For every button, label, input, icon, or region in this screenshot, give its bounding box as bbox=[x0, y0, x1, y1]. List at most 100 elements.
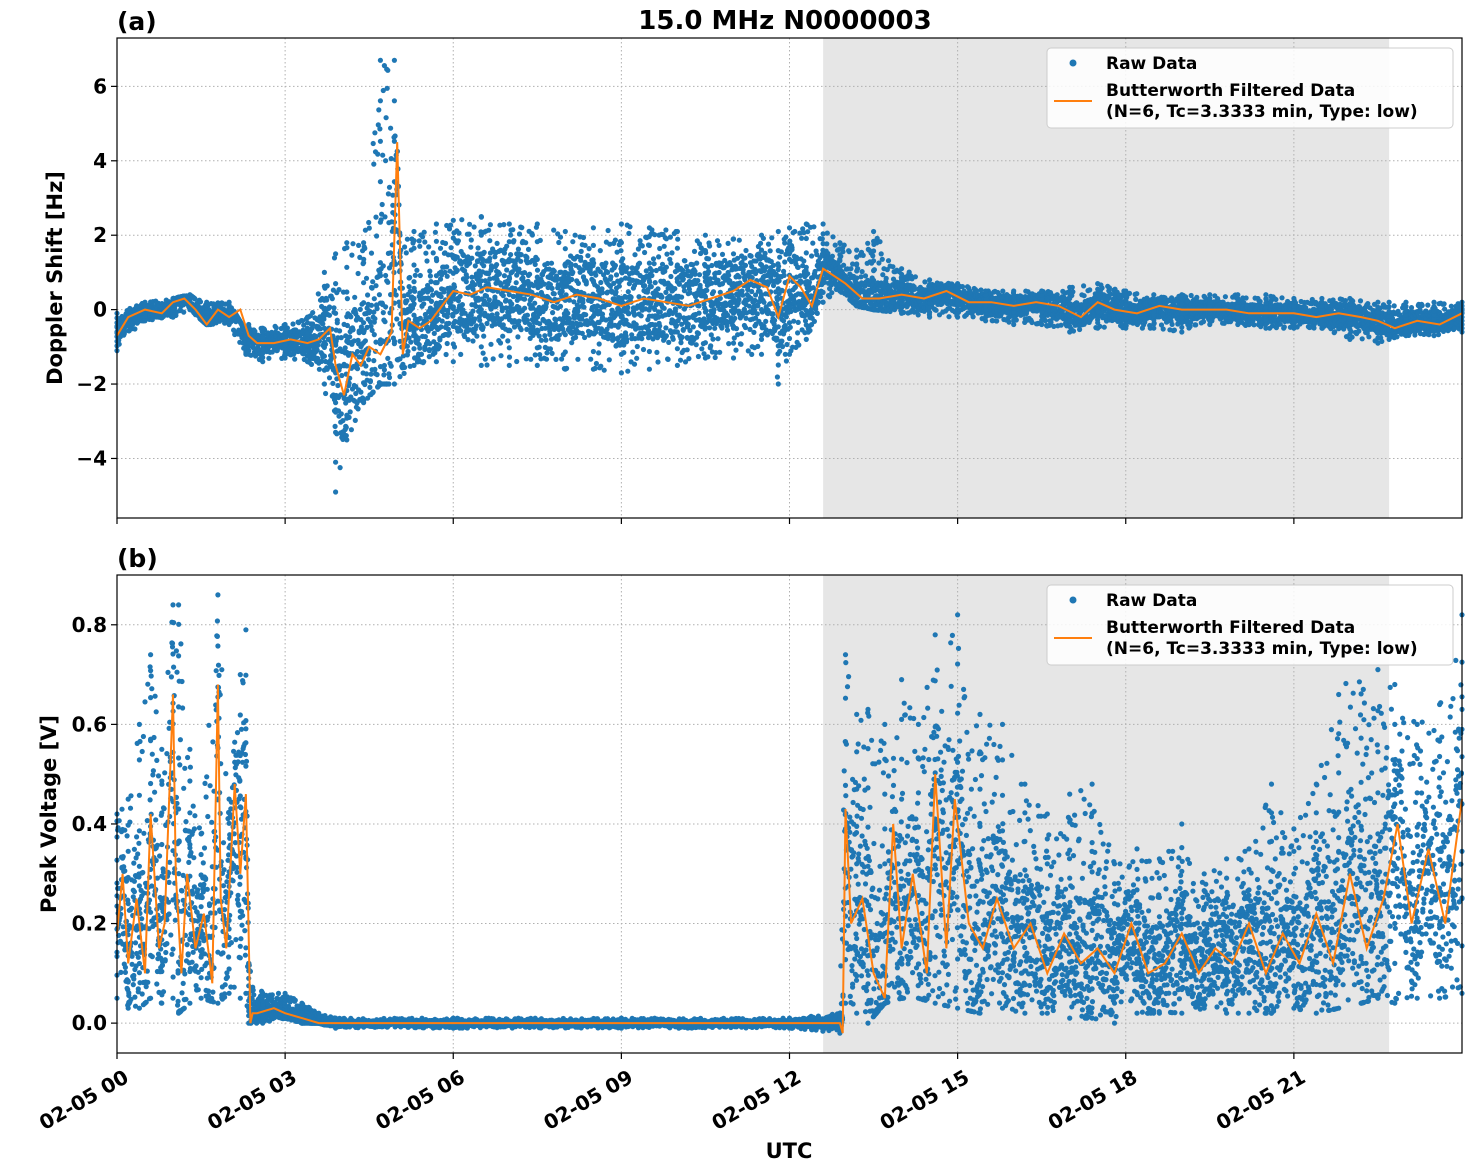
raw-data-point bbox=[394, 316, 400, 322]
raw-data-point bbox=[870, 253, 876, 259]
raw-data-point bbox=[596, 350, 602, 356]
raw-data-point bbox=[743, 247, 749, 254]
raw-data-point bbox=[417, 272, 423, 279]
raw-data-point bbox=[330, 380, 336, 386]
raw-data-point bbox=[385, 355, 391, 361]
raw-data-point bbox=[320, 321, 326, 327]
raw-data-point bbox=[578, 248, 584, 254]
raw-data-point bbox=[667, 234, 674, 240]
raw-data-point bbox=[661, 305, 667, 311]
raw-data-point bbox=[682, 258, 688, 264]
raw-data-point bbox=[805, 271, 811, 277]
raw-data-point bbox=[291, 350, 297, 356]
raw-data-point bbox=[627, 224, 633, 230]
raw-data-point bbox=[501, 222, 507, 228]
raw-data-point bbox=[350, 241, 356, 247]
raw-data-point bbox=[736, 237, 742, 243]
raw-data-point bbox=[588, 356, 594, 362]
raw-data-point bbox=[601, 367, 607, 373]
raw-data-point bbox=[810, 240, 816, 246]
raw-data-point bbox=[468, 237, 474, 243]
raw-data-point bbox=[384, 85, 390, 91]
raw-data-point bbox=[386, 374, 393, 381]
raw-data-point bbox=[375, 151, 381, 157]
raw-data-point bbox=[659, 294, 665, 300]
raw-data-point bbox=[456, 230, 462, 236]
raw-data-point bbox=[417, 243, 423, 249]
raw-data-point bbox=[573, 334, 579, 340]
raw-data-point bbox=[663, 325, 669, 331]
raw-data-point bbox=[379, 201, 385, 208]
raw-data-point bbox=[343, 424, 349, 430]
raw-data-point bbox=[500, 293, 506, 299]
raw-data-point bbox=[371, 161, 377, 167]
raw-data-point bbox=[355, 406, 361, 412]
raw-data-point bbox=[819, 236, 825, 242]
raw-data-point bbox=[516, 266, 522, 272]
raw-data-point bbox=[616, 283, 622, 289]
raw-data-point bbox=[772, 317, 778, 323]
raw-data-point bbox=[523, 356, 529, 362]
raw-data-point bbox=[598, 363, 604, 369]
raw-data-point bbox=[490, 356, 496, 362]
raw-data-point bbox=[448, 245, 454, 251]
raw-data-point bbox=[705, 256, 712, 262]
raw-data-point bbox=[514, 358, 520, 365]
raw-data-point bbox=[407, 274, 413, 281]
raw-data-point bbox=[712, 354, 718, 361]
raw-data-point bbox=[474, 333, 480, 339]
raw-data-point bbox=[500, 333, 506, 339]
raw-data-point bbox=[513, 280, 519, 286]
raw-data-point bbox=[532, 300, 538, 306]
raw-data-point bbox=[370, 389, 376, 395]
raw-data-point bbox=[673, 322, 680, 328]
raw-data-point bbox=[553, 356, 559, 362]
raw-data-point bbox=[657, 245, 663, 252]
raw-data-point bbox=[427, 273, 433, 279]
raw-data-point bbox=[424, 258, 430, 264]
raw-data-point bbox=[630, 349, 636, 355]
raw-data-point bbox=[404, 298, 410, 304]
raw-data-point bbox=[426, 348, 432, 354]
raw-data-point bbox=[412, 288, 418, 294]
raw-data-point bbox=[796, 342, 802, 348]
raw-data-point bbox=[829, 290, 835, 296]
raw-data-point bbox=[468, 244, 474, 250]
raw-data-point bbox=[570, 269, 576, 275]
raw-data-point bbox=[663, 333, 670, 339]
raw-data-point bbox=[376, 107, 382, 113]
raw-data-point bbox=[411, 301, 417, 307]
raw-data-point bbox=[782, 240, 788, 246]
raw-data-point bbox=[582, 334, 588, 341]
raw-data-point bbox=[337, 465, 343, 471]
raw-data-point bbox=[694, 260, 700, 266]
raw-data-point bbox=[736, 297, 742, 303]
raw-data-point bbox=[733, 347, 739, 353]
raw-data-point bbox=[438, 294, 444, 300]
raw-data-point bbox=[742, 262, 749, 268]
raw-data-point bbox=[878, 251, 884, 257]
raw-data-point bbox=[504, 267, 510, 273]
raw-data-point bbox=[575, 280, 582, 286]
raw-data-point bbox=[313, 333, 319, 340]
raw-data-point bbox=[422, 334, 428, 340]
raw-data-point bbox=[336, 287, 342, 293]
raw-data-point bbox=[367, 379, 373, 385]
raw-data-point bbox=[329, 362, 335, 368]
raw-data-point bbox=[314, 347, 320, 353]
raw-data-point bbox=[465, 337, 471, 343]
raw-data-point bbox=[569, 276, 575, 283]
raw-data-point bbox=[719, 325, 725, 331]
raw-data-point bbox=[532, 352, 538, 358]
raw-data-point bbox=[593, 272, 599, 278]
raw-data-point bbox=[711, 252, 717, 258]
raw-data-point bbox=[832, 242, 838, 248]
raw-data-point bbox=[388, 363, 394, 369]
raw-data-point bbox=[328, 357, 334, 363]
raw-data-point bbox=[338, 392, 344, 398]
raw-data-point bbox=[365, 292, 371, 298]
raw-data-point bbox=[488, 341, 494, 347]
raw-data-point bbox=[506, 354, 513, 360]
raw-data-point bbox=[883, 275, 889, 281]
raw-data-point bbox=[748, 253, 754, 259]
